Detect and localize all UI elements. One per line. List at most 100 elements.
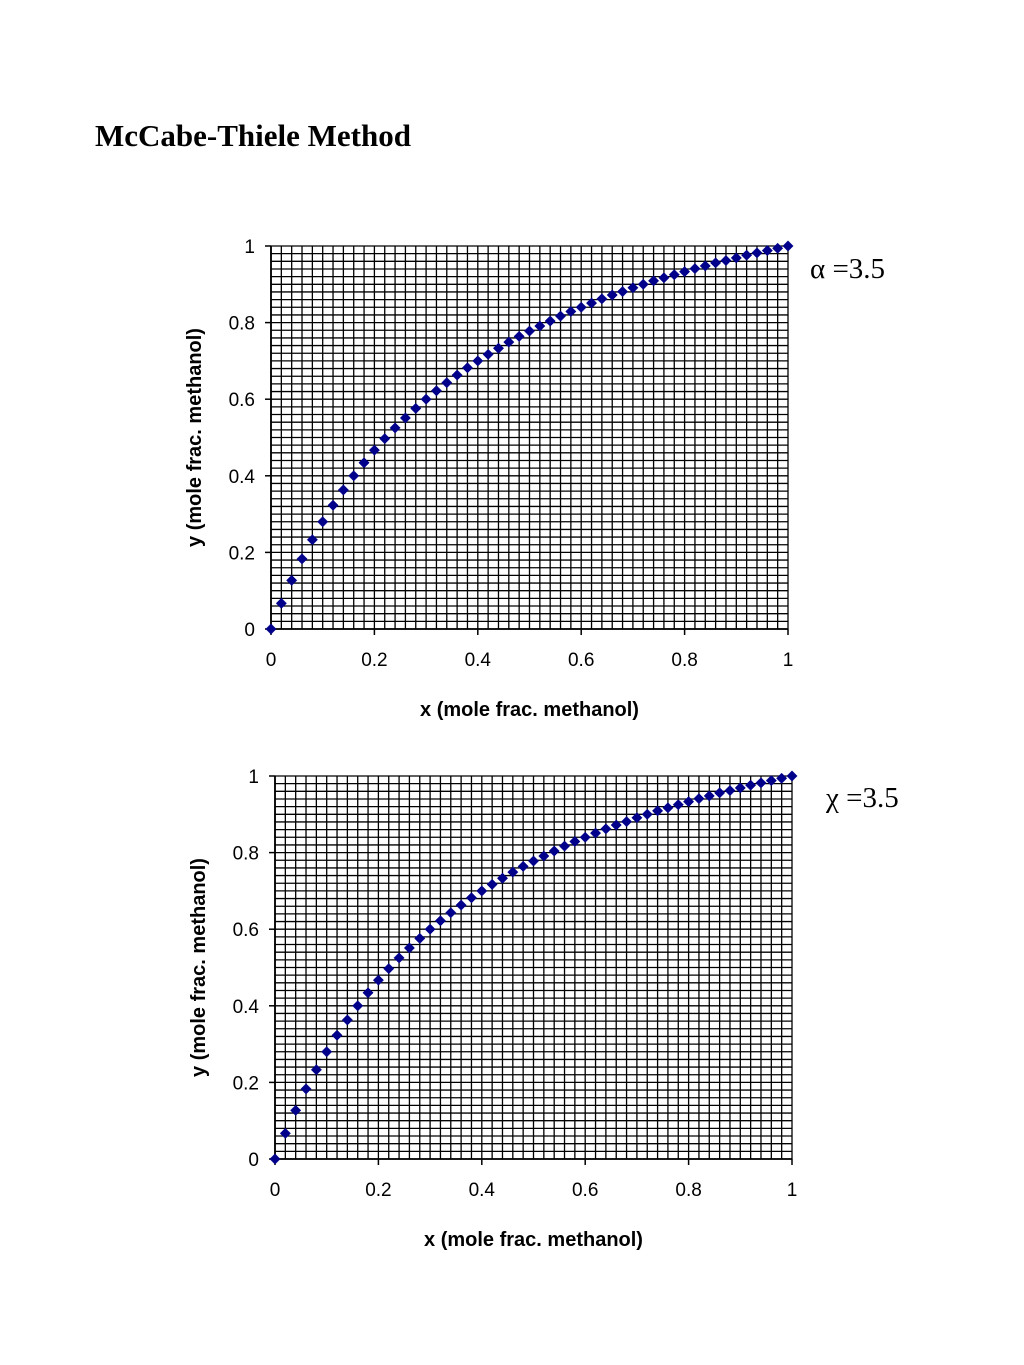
x-tick-label: 0.6 xyxy=(572,1180,598,1201)
data-point xyxy=(358,457,370,469)
data-point xyxy=(306,534,318,546)
data-point xyxy=(455,899,467,911)
data-point xyxy=(327,499,339,511)
y-tick-label: 0.4 xyxy=(229,467,256,488)
y-tick-label: 0.8 xyxy=(233,844,259,865)
y-tick-label: 0.8 xyxy=(229,314,255,335)
chart-bottom-annotation: χ =3.5 xyxy=(826,782,899,814)
data-point xyxy=(341,1014,353,1026)
data-point xyxy=(710,257,722,269)
data-point xyxy=(424,923,436,935)
data-point xyxy=(589,827,602,839)
data-point xyxy=(517,860,529,872)
data-point xyxy=(399,412,411,424)
data-point xyxy=(617,286,629,298)
data-point xyxy=(585,297,598,309)
data-point xyxy=(658,272,670,284)
page-title: McCabe-Thiele Method xyxy=(95,118,411,153)
data-point xyxy=(751,247,763,259)
data-point xyxy=(321,1046,333,1058)
data-point xyxy=(290,1104,302,1116)
data-point xyxy=(286,574,298,586)
data-point xyxy=(683,796,695,808)
data-point xyxy=(275,597,287,609)
data-point xyxy=(441,377,453,389)
data-point xyxy=(461,362,474,374)
y-tick-label: 0.2 xyxy=(229,543,255,564)
data-point xyxy=(734,782,746,794)
data-point xyxy=(403,942,415,954)
x-tick-label: 0.8 xyxy=(675,1180,701,1201)
data-point xyxy=(627,282,639,294)
data-point xyxy=(600,823,612,835)
x-tick-label: 0.2 xyxy=(361,650,387,671)
x-tick-label: 0.4 xyxy=(465,650,492,671)
plot-grid xyxy=(274,775,793,1160)
data-point xyxy=(393,952,405,964)
data-point xyxy=(534,320,546,332)
data-point xyxy=(765,775,777,787)
data-point xyxy=(579,831,591,843)
data-point xyxy=(476,885,488,897)
data-point xyxy=(465,892,478,904)
y-axis-title: y (mole frac. methanol) xyxy=(184,328,206,547)
y-tick-label: 1 xyxy=(244,237,255,258)
data-point xyxy=(772,242,784,254)
data-point xyxy=(631,812,643,824)
data-point xyxy=(310,1064,322,1076)
data-point xyxy=(652,805,664,817)
chart-top-annotation: α =3.5 xyxy=(810,253,886,285)
data-point xyxy=(348,470,360,482)
data-point xyxy=(544,315,556,327)
y-tick-label: 0.6 xyxy=(229,390,255,411)
data-point xyxy=(558,840,571,852)
x-tick-label: 0 xyxy=(270,1180,281,1201)
data-point xyxy=(606,289,618,301)
data-point xyxy=(693,793,705,805)
data-point xyxy=(755,777,767,789)
data-point xyxy=(621,816,633,828)
x-tick-label: 0.8 xyxy=(671,650,697,671)
data-point xyxy=(668,269,680,281)
data-point xyxy=(507,866,519,878)
data-point xyxy=(679,266,691,278)
data-point xyxy=(761,245,773,257)
x-tick-label: 0.2 xyxy=(365,1180,391,1201)
data-point xyxy=(523,325,536,337)
y-tick-label: 0 xyxy=(248,1150,259,1171)
x-tick-label: 1 xyxy=(787,1180,798,1201)
data-point xyxy=(527,855,540,867)
plot-grid xyxy=(270,245,789,630)
data-point xyxy=(538,850,550,862)
data-point xyxy=(720,255,732,267)
y-tick-label: 1 xyxy=(248,767,259,788)
data-point xyxy=(786,770,798,782)
x-tick-label: 0.6 xyxy=(568,650,594,671)
data-point xyxy=(565,305,577,318)
data-point xyxy=(610,819,622,831)
data-point xyxy=(596,293,608,305)
data-point xyxy=(265,623,277,635)
data-point xyxy=(389,422,401,434)
data-point xyxy=(486,878,498,890)
data-point xyxy=(269,1153,281,1165)
y-tick-label: 0 xyxy=(244,620,255,641)
vle-chart-bottom: 0 0.2 0.4 0.6 0.8 1 0 0.2 0.4 0.6 0.8 1 x (mole frac… xyxy=(188,767,798,1251)
data-point xyxy=(472,355,484,367)
data-point xyxy=(434,915,446,927)
x-tick-label: 0.4 xyxy=(469,1180,496,1201)
data-point xyxy=(689,263,701,275)
data-point xyxy=(430,385,442,397)
data-point xyxy=(513,330,525,342)
data-point xyxy=(372,974,384,986)
data-point xyxy=(699,260,711,272)
data-point xyxy=(641,808,653,820)
data-point xyxy=(420,393,432,405)
data-point xyxy=(714,787,726,799)
data-point xyxy=(296,553,308,565)
data-point xyxy=(782,240,794,252)
data-point xyxy=(279,1127,291,1139)
data-point xyxy=(317,516,329,528)
data-point xyxy=(300,1083,312,1095)
y-axis-title: y (mole frac. methanol) xyxy=(188,858,210,1077)
